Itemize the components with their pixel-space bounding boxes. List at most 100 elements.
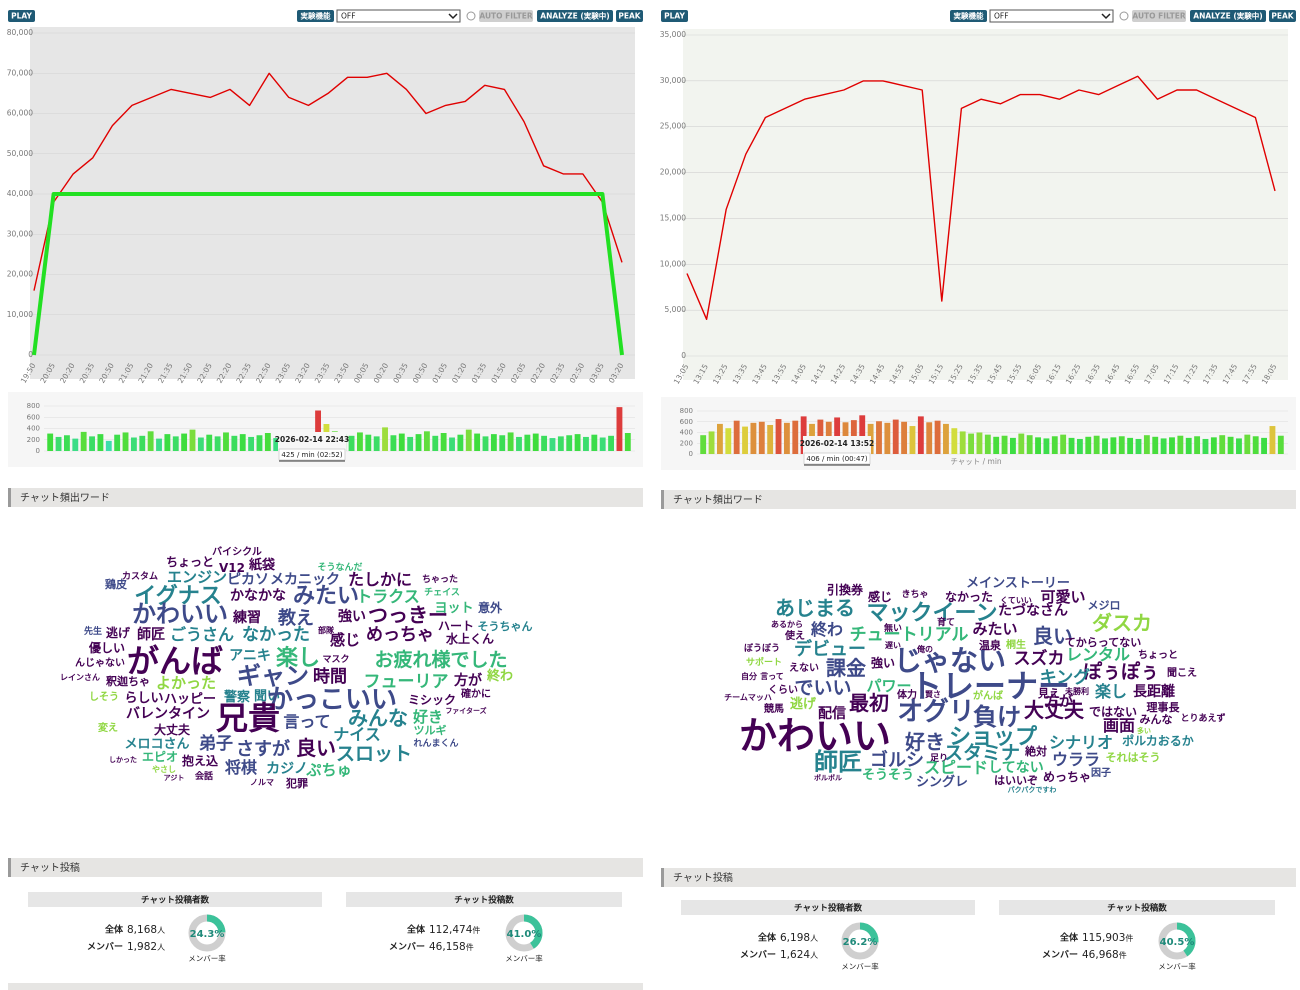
bar [181,433,188,451]
bar [1102,438,1108,454]
bar [1035,437,1041,454]
button[interactable] [8,10,35,22]
cloud-word: がんば [127,642,223,680]
cloud-word: 師匠 [814,748,862,776]
button[interactable] [1190,10,1266,22]
button[interactable] [950,10,987,22]
button-label[interactable]: 実験機能 [301,11,331,21]
stats-number: 1,624 [780,949,810,961]
select-box[interactable] [989,9,1114,23]
cloud-word: バレンタイン [126,706,210,722]
bar [976,432,983,454]
select-box[interactable] [336,9,461,23]
cloud-word: 多い [1137,726,1151,735]
button[interactable] [616,10,643,22]
stats-value: 46,158件 [429,941,474,953]
button[interactable] [479,10,533,22]
bar [767,424,774,454]
donut-arc [188,914,226,952]
cloud-word: 負け [973,703,1021,731]
button-label[interactable]: 実験機能 [954,11,984,21]
button-label[interactable]: PLAY [664,12,685,21]
donut-caption: メンバー率 [841,962,879,971]
bar [415,434,422,451]
button[interactable] [537,10,613,22]
bar [231,435,238,451]
button-label[interactable]: AUTO FILTER [479,12,532,21]
cloud-word: 犯罪 [285,776,308,790]
cloud-word: 教え [277,607,314,629]
tooltip-time: 2026-02-14 13:52 [800,439,874,448]
bar [490,434,497,451]
bar [465,429,472,451]
select-value[interactable]: OFF [341,12,356,21]
bar [917,416,924,454]
cloud-word: 警察 [223,689,251,705]
button[interactable] [297,10,334,22]
y-tick-label: 50,000 [7,149,33,158]
cloud-word: ショップ [949,725,1038,750]
bar [1194,436,1201,454]
y-tick-label: 30,000 [660,76,686,85]
bar [273,438,280,451]
bar [122,432,129,451]
bar [1244,434,1251,454]
bar [55,436,62,451]
bar [951,428,958,454]
bar [1219,435,1226,454]
stats-unit: 件 [1119,950,1127,960]
cloud-word: マスク [322,654,349,665]
section-header-accent [8,488,11,507]
button[interactable] [1132,10,1186,22]
plot-background [683,29,1288,380]
cloud-word: 紙袋 [249,557,276,573]
bar [1143,435,1150,454]
stats-title: チャット投稿者数 [141,895,209,906]
cloud-word: ハート [438,619,474,633]
y-tick-label: 800 [27,402,40,410]
button[interactable] [661,10,688,22]
cloud-word: 自分 [741,671,758,681]
button-label[interactable]: AUTO FILTER [1132,12,1185,21]
select-value[interactable]: OFF [994,12,1009,21]
cloud-word: 見え [1037,687,1060,700]
button-label[interactable]: ANALYZE (実験中) [1193,11,1262,21]
y-tick-label: 35,000 [660,30,686,39]
bar [398,433,405,451]
section-header [661,490,1296,509]
tooltip-rate: 406 / min (00:47) [806,455,867,463]
section-title: チャット投稿 [673,871,733,884]
section-header-accent [661,490,664,509]
cloud-word: たしかに [348,570,412,589]
button-label[interactable]: PLAY [11,12,32,21]
bar [189,429,196,451]
cloud-word: じゃない [894,644,1006,677]
cloud-word: たづなさん [998,602,1068,619]
cloud-word: してない [988,760,1044,776]
bar [365,434,372,451]
y-tick-label: 40,000 [7,189,33,198]
button-label[interactable]: PEAK [618,12,641,21]
info-icon [466,11,476,21]
cloud-word: 逃げ [106,625,131,640]
bar [1068,437,1075,454]
bar [993,436,1000,454]
cloud-word: それはそう [1106,751,1161,764]
cloud-word: マックイーン [867,601,998,626]
tooltip: 2026-02-14 22:43 425 / min (02:52) [275,432,349,462]
bar [1227,436,1234,454]
stats-number: 112,474 [429,924,473,936]
cloud-word: ちょっと [166,555,214,569]
cloud-word: ごうさん [170,625,234,644]
button-label[interactable]: PEAK [1271,12,1294,21]
bar [1026,435,1033,454]
stats-number: 8,168 [127,924,157,936]
bar [909,426,916,454]
stats-value: 1,982人 [127,941,165,953]
cloud-word: みたい [972,620,1017,638]
button[interactable] [1269,10,1296,22]
cloud-word: チームマッハ [724,693,772,702]
cloud-word: オグリ [897,697,974,727]
section-title: チャット投稿 [20,861,80,874]
button-label[interactable]: ANALYZE (実験中) [540,11,609,21]
